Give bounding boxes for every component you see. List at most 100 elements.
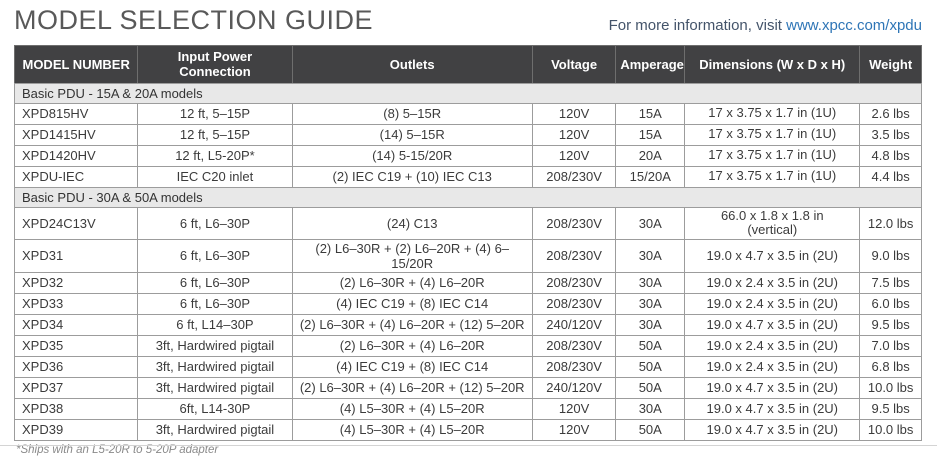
cell-weight: 9.0 lbs: [859, 238, 922, 273]
cell-dim: 19.0 x 2.4 x 3.5 in (2U): [684, 334, 861, 357]
table-row: XPD34 6 ft, L14–30P (2) L6–30R + (4) L6–20…: [13, 313, 922, 336]
cell-amperage: 50A: [615, 334, 686, 357]
info-link[interactable]: www.xpcc.com/xpdu: [786, 16, 922, 34]
cell-voltage: 120V: [531, 418, 617, 441]
cell-input-power: 12 ft, L5-20P*: [137, 144, 293, 167]
bottom-divider: [0, 445, 937, 446]
cell-dim: 19.0 x 2.4 x 3.5 in (2U): [684, 271, 861, 294]
cell-outlets: (14) 5–15R: [291, 123, 533, 146]
cell-weight: 10.0 lbs: [859, 376, 922, 399]
cell-voltage: 120V: [531, 397, 617, 420]
table-row: XPD1420HV 12 ft, L5-20P* (14) 5-15/20R 120V…: [13, 144, 922, 167]
cell-weight: 2.6 lbs: [859, 102, 922, 125]
cell-input-power: 3ft, Hardwired pigtail: [137, 418, 293, 441]
cell-input-power: 6 ft, L6–30P: [137, 271, 293, 294]
cell-dim: 19.0 x 4.7 x 3.5 in (2U): [684, 397, 861, 420]
cell-voltage: 120V: [531, 123, 617, 146]
cell-amperage: 50A: [615, 376, 686, 399]
section-row: Basic PDU - 30A & 50A models: [14, 186, 922, 208]
cell-voltage: 208/230V: [531, 355, 617, 378]
col-header-amperage: Amperage: [615, 44, 686, 84]
cell-weight: 6.8 lbs: [859, 355, 922, 378]
cell-model: XPD36: [13, 355, 139, 378]
cell-voltage: 208/230V: [531, 206, 617, 240]
cell-voltage: 208/230V: [531, 334, 617, 357]
cell-voltage: 120V: [531, 102, 617, 125]
cell-model: XPD37: [13, 376, 139, 399]
cell-model: XPD35: [13, 334, 139, 357]
cell-model: XPD34: [13, 313, 139, 336]
cell-amperage: 30A: [615, 271, 686, 294]
table-row: XPD39 3ft, Hardwired pigtail (4) L5–30R + …: [13, 418, 922, 441]
cell-amperage: 15A: [615, 123, 686, 146]
cell-dim: 17 x 3.75 x 1.7 in (1U): [684, 102, 861, 125]
cell-amperage: 30A: [615, 238, 686, 273]
cell-input-power: 12 ft, 5–15P: [137, 123, 293, 146]
cell-model: XPD39: [13, 418, 139, 441]
section-row: Basic PDU - 15A & 20A models: [14, 82, 922, 104]
cell-weight: 7.5 lbs: [859, 271, 922, 294]
cell-dim: 17 x 3.75 x 1.7 in (1U): [684, 123, 861, 146]
cell-amperage: 15/20A: [615, 165, 686, 188]
cell-model: XPDU-IEC: [13, 165, 139, 188]
cell-model: XPD1415HV: [13, 123, 139, 146]
cell-dim: 19.0 x 2.4 x 3.5 in (2U): [684, 292, 861, 315]
cell-weight: 4.4 lbs: [859, 165, 922, 188]
col-header-voltage: Voltage: [531, 44, 617, 84]
cell-outlets: (24) C13: [291, 206, 533, 240]
cell-model: XPD1420HV: [13, 144, 139, 167]
cell-dim: 19.0 x 4.7 x 3.5 in (2U): [684, 418, 861, 441]
cell-dim: 17 x 3.75 x 1.7 in (1U): [684, 144, 861, 167]
cell-amperage: 15A: [615, 102, 686, 125]
section-label: Basic PDU - 30A & 50A models: [14, 186, 922, 208]
cell-outlets: (2) L6–30R + (4) L6–20R: [291, 271, 533, 294]
page-title: MODEL SELECTION GUIDE: [14, 5, 374, 35]
cell-amperage: 20A: [615, 144, 686, 167]
cell-dim: 66.0 x 1.8 x 1.8 in (vertical): [684, 206, 861, 240]
cell-weight: 7.0 lbs: [859, 334, 922, 357]
cell-outlets: (4) IEC C19 + (8) IEC C14: [291, 292, 533, 315]
cell-model: XPD33: [13, 292, 139, 315]
cell-outlets: (4) IEC C19 + (8) IEC C14: [291, 355, 533, 378]
cell-voltage: 208/230V: [531, 238, 617, 273]
table-body: Basic PDU - 15A & 20A models XPD815HV 12 f…: [13, 82, 922, 441]
table-row: XPD31 6 ft, L6–30P (2) L6–30R + (2) L6–20R…: [13, 238, 922, 273]
cell-dim: 19.0 x 4.7 x 3.5 in (2U): [684, 376, 861, 399]
cell-amperage: 50A: [615, 355, 686, 378]
table-row: XPD36 3ft, Hardwired pigtail (4) IEC C19 +…: [13, 355, 922, 378]
cell-input-power: 6ft, L14-30P: [137, 397, 293, 420]
cell-outlets: (2) L6–30R + (4) L6–20R: [291, 334, 533, 357]
cell-input-power: 6 ft, L14–30P: [137, 313, 293, 336]
cell-amperage: 30A: [615, 313, 686, 336]
cell-outlets: (4) L5–30R + (4) L5–20R: [291, 418, 533, 441]
cell-model: XPD815HV: [13, 102, 139, 125]
cell-input-power: IEC C20 inlet: [137, 165, 293, 188]
cell-dim: 19.0 x 2.4 x 3.5 in (2U): [684, 355, 861, 378]
cell-weight: 3.5 lbs: [859, 123, 922, 146]
table-row: XPD38 6ft, L14-30P (4) L5–30R + (4) L5–20R…: [13, 397, 922, 420]
cell-dim: 17 x 3.75 x 1.7 in (1U): [684, 165, 861, 188]
cell-outlets: (4) L5–30R + (4) L5–20R: [291, 397, 533, 420]
page-header: MODEL SELECTION GUIDE For more informati…: [14, 5, 922, 36]
cell-model: XPD38: [13, 397, 139, 420]
col-header-dimensions: Dimensions (W x D x H): [684, 44, 861, 84]
cell-outlets: (2) L6–30R + (4) L6–20R + (12) 5–20R: [291, 376, 533, 399]
cell-input-power: 12 ft, 5–15P: [137, 102, 293, 125]
table-row: XPD815HV 12 ft, 5–15P (8) 5–15R 120V 15A 17 x…: [13, 102, 922, 125]
cell-voltage: 208/230V: [531, 165, 617, 188]
cell-weight: 9.5 lbs: [859, 397, 922, 420]
cell-dim: 19.0 x 4.7 x 3.5 in (2U): [684, 313, 861, 336]
cell-outlets: (14) 5-15/20R: [291, 144, 533, 167]
info-line: For more information, visit www.xpcc.com…: [609, 17, 922, 36]
table-row: XPD1415HV 12 ft, 5–15P (14) 5–15R 120V 15A 17…: [13, 123, 922, 146]
cell-amperage: 30A: [615, 206, 686, 240]
cell-model: XPD32: [13, 271, 139, 294]
table-row: XPD32 6 ft, L6–30P (2) L6–30R + (4) L6–20R…: [13, 271, 922, 294]
cell-model: XPD24C13V: [13, 206, 139, 240]
cell-amperage: 30A: [615, 292, 686, 315]
cell-amperage: 30A: [615, 397, 686, 420]
cell-model: XPD31: [13, 238, 139, 273]
cell-voltage: 208/230V: [531, 271, 617, 294]
col-header-weight: Weight: [859, 44, 922, 84]
